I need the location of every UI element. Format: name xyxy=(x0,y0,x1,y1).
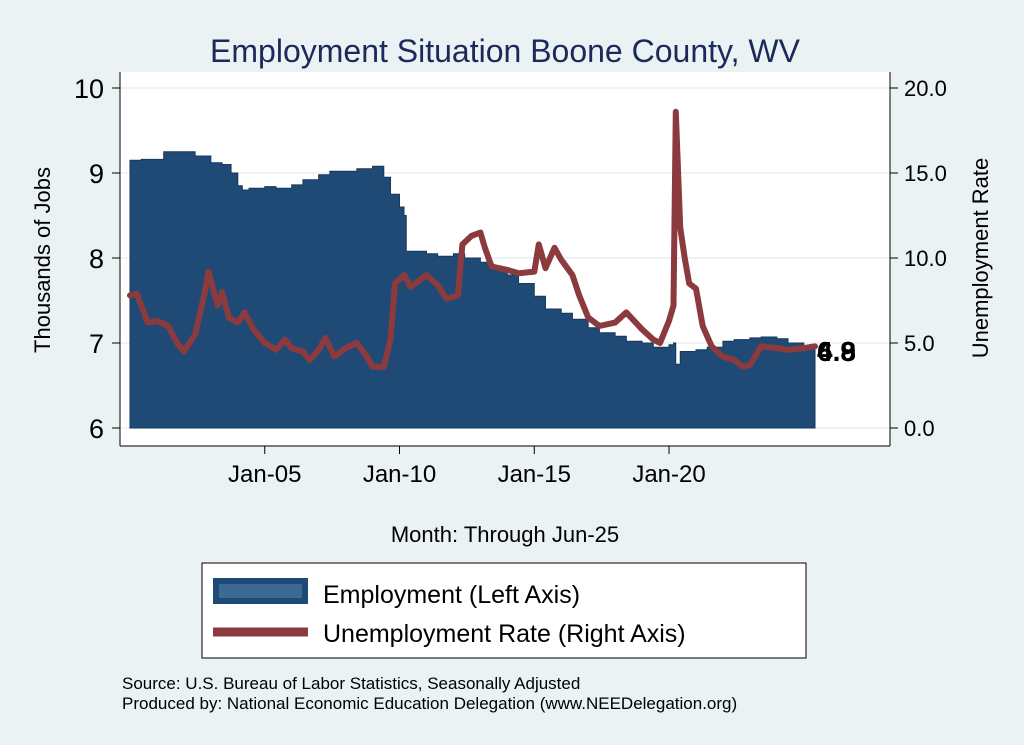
employment-area xyxy=(129,151,816,429)
legend: Employment (Left Axis) Unemployment Rate… xyxy=(201,562,807,659)
y-tick-label: 8 xyxy=(89,244,104,274)
chart-title: Employment Situation Boone County, WV xyxy=(210,33,801,69)
y2-axis-label: Unemployment Rate xyxy=(968,158,993,359)
y2-tick-label: 10.0 xyxy=(904,246,947,271)
y2-tick-label: 0.0 xyxy=(904,416,935,441)
unemployment-series xyxy=(127,108,818,370)
producer-note: Produced by: National Economic Education… xyxy=(122,694,737,713)
y2-tick-label: 5.0 xyxy=(904,331,935,356)
y-tick-label: 9 xyxy=(89,159,104,189)
legend-label-employment: Employment (Left Axis) xyxy=(323,581,580,609)
end-value-label: 6.9 xyxy=(817,336,856,367)
y-tick-label: 7 xyxy=(89,329,104,359)
y2-tick-label: 15.0 xyxy=(904,161,947,186)
end-value-label: 4.8 xyxy=(817,336,856,367)
y-axis-label: Thousands of Jobs xyxy=(30,167,55,353)
y2-tick-label: 20.0 xyxy=(904,76,947,101)
x-axis-label: Month: Through Jun-25 xyxy=(391,522,619,547)
employment-series xyxy=(129,151,816,429)
legend-label-unemployment: Unemployment Rate (Right Axis) xyxy=(323,620,686,648)
source-note: Source: U.S. Bureau of Labor Statistics,… xyxy=(122,674,580,693)
axes: 6 7 8 9 10 0.0 5.0 10.0 15.0 20.0 Jan-05 Jan-10 Jan-… xyxy=(74,72,947,488)
y-tick-label: 10 xyxy=(74,74,104,104)
y-tick-label: 6 xyxy=(89,414,104,444)
unemployment-line xyxy=(127,108,818,370)
x-tick-label: Jan-05 xyxy=(228,461,301,488)
x-tick-label: Jan-15 xyxy=(498,461,571,488)
x-tick-label: Jan-10 xyxy=(363,461,436,488)
legend-swatch-employment-inner xyxy=(219,584,302,598)
x-tick-label: Jan-20 xyxy=(632,461,705,488)
